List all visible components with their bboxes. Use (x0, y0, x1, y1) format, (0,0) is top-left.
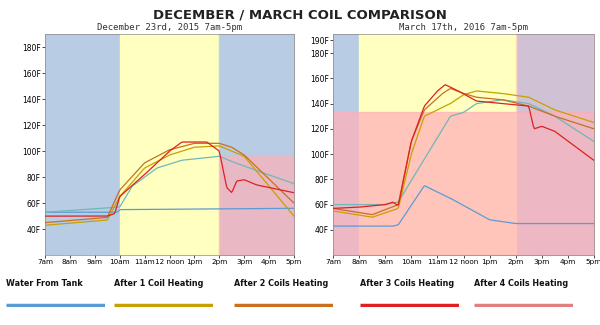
Bar (359, 34, 516, 255)
Text: After 3 Coils Heating: After 3 Coils Heating (360, 279, 454, 288)
Text: After 1 Coil Heating: After 1 Coil Heating (114, 279, 203, 288)
Text: After 4 Coils Heating: After 4 Coils Heating (474, 279, 568, 288)
Bar (120, 34, 220, 255)
Title: March 17th, 2016 7am-5pm: March 17th, 2016 7am-5pm (399, 23, 528, 32)
Text: Water From Tank: Water From Tank (6, 279, 83, 288)
Text: After 2 Coils Heating: After 2 Coils Heating (234, 279, 328, 288)
Text: DECEMBER / MARCH COIL COMPARISON: DECEMBER / MARCH COIL COMPARISON (153, 8, 447, 21)
Title: December 23rd, 2015 7am-5pm: December 23rd, 2015 7am-5pm (97, 23, 242, 32)
